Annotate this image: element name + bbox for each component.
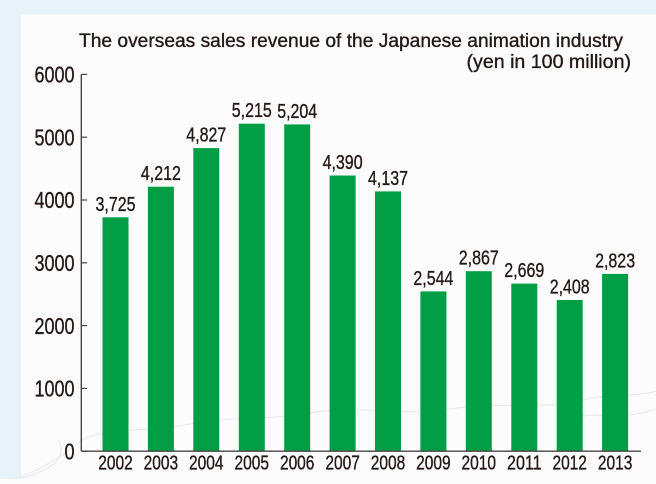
svg-text:6000: 6000	[35, 62, 75, 88]
svg-text:2002: 2002	[98, 453, 133, 475]
svg-text:4000: 4000	[35, 187, 75, 213]
svg-text:2006: 2006	[280, 453, 315, 475]
svg-text:3,725: 3,725	[96, 194, 136, 216]
svg-text:2,867: 2,867	[459, 248, 499, 270]
svg-text:2,669: 2,669	[504, 260, 544, 282]
svg-text:4,390: 4,390	[323, 152, 363, 174]
svg-text:5,204: 5,204	[277, 101, 317, 123]
svg-text:2,544: 2,544	[413, 268, 453, 290]
svg-text:2008: 2008	[371, 453, 406, 475]
svg-text:2003: 2003	[144, 453, 179, 475]
svg-text:2009: 2009	[416, 453, 451, 475]
svg-text:2,823: 2,823	[595, 250, 635, 272]
svg-text:2005: 2005	[235, 453, 270, 475]
svg-text:3000: 3000	[35, 250, 75, 276]
svg-text:The overseas sales revenue of: The overseas sales revenue of the Japane…	[79, 31, 624, 52]
svg-text:1000: 1000	[35, 376, 75, 402]
svg-text:2010: 2010	[462, 453, 497, 475]
svg-text:(yen in 100 million): (yen in 100 million)	[467, 52, 632, 73]
svg-text:4,827: 4,827	[186, 125, 226, 147]
svg-text:2007: 2007	[325, 453, 360, 475]
svg-text:2013: 2013	[598, 453, 633, 475]
svg-text:5,215: 5,215	[232, 100, 272, 122]
svg-text:0: 0	[65, 438, 75, 464]
svg-text:2000: 2000	[35, 313, 75, 339]
svg-text:2011: 2011	[507, 453, 542, 475]
svg-text:2004: 2004	[189, 453, 224, 475]
svg-text:5000: 5000	[35, 124, 75, 150]
svg-text:4,212: 4,212	[141, 163, 181, 185]
svg-text:2,408: 2,408	[550, 277, 590, 299]
svg-text:2012: 2012	[552, 453, 587, 475]
svg-text:4,137: 4,137	[368, 168, 408, 190]
